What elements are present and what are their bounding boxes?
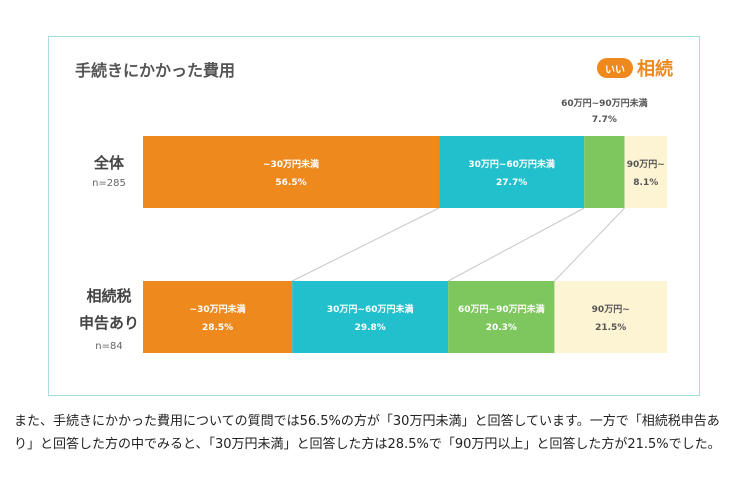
bar-segment bbox=[439, 136, 585, 208]
segment-label: 60万円~90万円未満 bbox=[458, 303, 545, 315]
connector-line bbox=[291, 207, 440, 282]
segment-value: 28.5% bbox=[202, 323, 233, 333]
segment-label: 90万円~ bbox=[627, 159, 665, 170]
logo-badge: いい bbox=[597, 58, 633, 78]
segment-value: 7.7% bbox=[592, 115, 617, 125]
connector-line bbox=[554, 207, 625, 282]
segment-value: 27.7% bbox=[496, 178, 527, 188]
segment-label: 30万円~60万円未満 bbox=[468, 158, 555, 170]
logo-text: 相続 bbox=[637, 59, 673, 80]
segment-label: ~30万円未満 bbox=[190, 303, 246, 315]
bar-segment bbox=[143, 136, 440, 208]
body-paragraph: また、手続きにかかった費用についての質問では56.5%の方が「30万円未満」と回… bbox=[14, 414, 721, 452]
segment-label: 90万円~ bbox=[592, 304, 630, 315]
segment-value: 21.5% bbox=[595, 323, 626, 333]
chart-title: 手続きにかかった費用 bbox=[75, 61, 236, 80]
bar-segment bbox=[554, 281, 667, 353]
bar-segment bbox=[448, 281, 555, 353]
segment-value: 8.1% bbox=[633, 178, 658, 188]
bar-segment bbox=[584, 136, 625, 208]
row-label: 申告あり bbox=[79, 314, 139, 332]
segment-value: 56.5% bbox=[275, 178, 306, 188]
chart-frame: 手続きにかかった費用 いい 相続 全体 n=285 ~30万円未満 56.5% 30万円… bbox=[48, 36, 700, 396]
segment-value: 29.8% bbox=[355, 323, 386, 333]
segment-label: ~30万円未満 bbox=[263, 158, 319, 170]
brand-logo: いい 相続 bbox=[597, 55, 673, 81]
segment-label: 30万円~60万円未満 bbox=[327, 303, 414, 315]
bar-segment bbox=[143, 281, 293, 353]
bar-segment bbox=[292, 281, 449, 353]
bar-segment bbox=[624, 136, 667, 208]
connector-line bbox=[447, 207, 585, 282]
segment-label: 60万円~90万円未満 bbox=[561, 97, 648, 109]
row-n-label: n=285 bbox=[92, 178, 126, 189]
row-label: 全体 bbox=[93, 154, 125, 172]
row-label: 相続税 bbox=[86, 287, 131, 305]
segment-value: 20.3% bbox=[486, 323, 517, 333]
row-n-label: n=84 bbox=[95, 341, 122, 352]
stacked-bar-chart: 全体 n=285 ~30万円未満 56.5% 30万円~60万円未満 27.7% 60万円~… bbox=[79, 97, 667, 353]
